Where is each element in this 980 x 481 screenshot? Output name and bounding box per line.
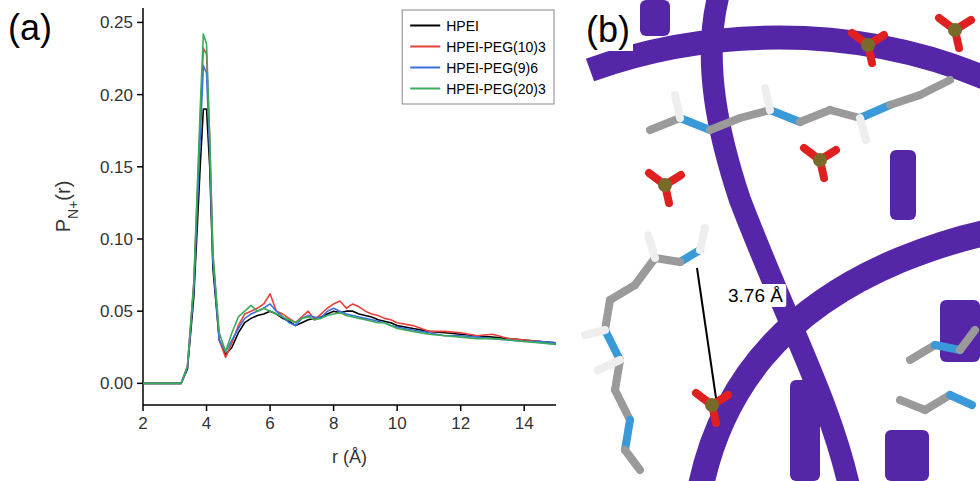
distance-label: 3.76 Å: [728, 285, 783, 306]
dna-base: [890, 150, 916, 220]
y-axis-title-part: (r): [52, 181, 74, 201]
molecule-bond: [675, 95, 680, 118]
molecule-bond: [910, 345, 935, 360]
molecule-bond: [610, 285, 635, 300]
x-tick-label: 12: [451, 414, 470, 433]
x-tick: [333, 405, 335, 411]
dna-ribbon: [712, 0, 850, 481]
phosphorus-atom: [705, 398, 719, 412]
molecule-bond: [650, 118, 680, 130]
figure: 2 4 6 8 10 12 14 0.00 0.05 0.10 0.15 0.20 0.25 r (Å) P…: [0, 0, 980, 481]
legend-swatch: [410, 88, 440, 90]
y-tick-label: 0.25: [100, 13, 133, 32]
x-tick: [206, 405, 208, 411]
y-tick: [137, 238, 143, 240]
molecule-bond: [700, 228, 705, 250]
label-patch: [583, 8, 633, 51]
legend-swatch: [410, 25, 440, 27]
dna-base: [940, 300, 980, 362]
molecule-bond: [860, 105, 890, 118]
x-tick: [523, 405, 525, 411]
molecule-bond: [598, 360, 620, 370]
molecule-bond: [740, 110, 770, 118]
series-line: [143, 34, 556, 383]
molecule-bond: [830, 110, 860, 118]
molecule-bond: [890, 95, 920, 105]
legend: HPEI HPEI-PEG(10)3 HPEI-PEG(9)6 HPEI-PEG(20…: [402, 10, 554, 104]
phosphorus-atom: [948, 23, 962, 37]
x-tick-label: 10: [388, 414, 407, 433]
molecule-bond: [635, 258, 655, 285]
dna-ribbon: [590, 38, 980, 81]
legend-label: HPEI: [446, 18, 479, 34]
y-axis-line: [142, 8, 144, 405]
x-axis-line: [143, 404, 556, 406]
y-axis-title-part: N+: [65, 201, 81, 219]
x-tick-label: 14: [515, 414, 534, 433]
molecule-bond: [625, 450, 640, 470]
label-patch: [725, 284, 786, 307]
y-tick-label: 0.00: [100, 374, 133, 393]
legend-box: [402, 10, 554, 104]
molecule-bond: [680, 118, 710, 130]
y-axis-title-part: P: [52, 219, 74, 232]
plot-lines: [143, 34, 556, 383]
panel-label: (b): [586, 9, 630, 50]
molecule-bond: [925, 395, 950, 410]
y-tick: [137, 94, 143, 96]
molecule-bond: [920, 80, 950, 95]
legend-label: HPEI-PEG(10)3: [446, 39, 546, 55]
x-tick-label: 8: [329, 414, 338, 433]
axes: 2 4 6 8 10 12 14 0.00 0.05 0.10 0.15 0.20 0.25: [100, 8, 556, 433]
molecule-bond: [770, 110, 800, 122]
molecule-bond: [900, 400, 925, 410]
legend-swatch: [410, 46, 440, 48]
phosphorus-atom: [813, 153, 827, 167]
x-tick: [396, 405, 398, 411]
y-axis-title: PN+(r): [52, 181, 81, 233]
y-tick: [137, 22, 143, 24]
molecule-bond: [605, 330, 620, 360]
molecule-bond: [605, 300, 610, 330]
y-tick-label: 0.15: [100, 158, 133, 177]
molecule-bond: [648, 235, 655, 258]
legend-label: HPEI-PEG(20)3: [446, 81, 546, 97]
x-tick-label: 4: [202, 414, 211, 433]
phosphorus-atom: [658, 178, 672, 192]
y-tick-label: 0.10: [100, 230, 133, 249]
dna-base: [640, 0, 670, 36]
y-tick-label: 0.20: [100, 86, 133, 105]
phosphorus-atom: [861, 38, 875, 52]
molecule-bond: [860, 118, 866, 140]
x-tick: [460, 405, 462, 411]
molecule-bond: [710, 118, 740, 130]
panel-b: 3.76 Å (b): [583, 0, 980, 481]
legend-label: HPEI-PEG(9)6: [446, 60, 538, 76]
legend-swatch: [410, 67, 440, 69]
molecule-bond: [800, 110, 830, 122]
dna-base: [885, 430, 929, 481]
molecule-bond: [625, 420, 630, 450]
x-tick: [269, 405, 271, 411]
molecule-bond: [960, 330, 975, 350]
y-tick: [137, 383, 143, 385]
panel-label: (a): [8, 7, 52, 48]
y-tick: [137, 310, 143, 312]
molecule-bond: [585, 330, 605, 335]
y-tick: [137, 166, 143, 168]
molecule-bond: [950, 395, 972, 405]
distance-line: [697, 268, 716, 398]
molecule-bond: [765, 88, 770, 110]
series-line: [143, 109, 556, 383]
molecule-bond: [615, 390, 630, 420]
series-line: [143, 66, 556, 384]
x-tick-label: 6: [265, 414, 274, 433]
x-axis-title: r (Å): [332, 447, 367, 467]
y-tick-label: 0.05: [100, 302, 133, 321]
x-tick-label: 2: [138, 414, 147, 433]
x-tick: [142, 405, 144, 411]
